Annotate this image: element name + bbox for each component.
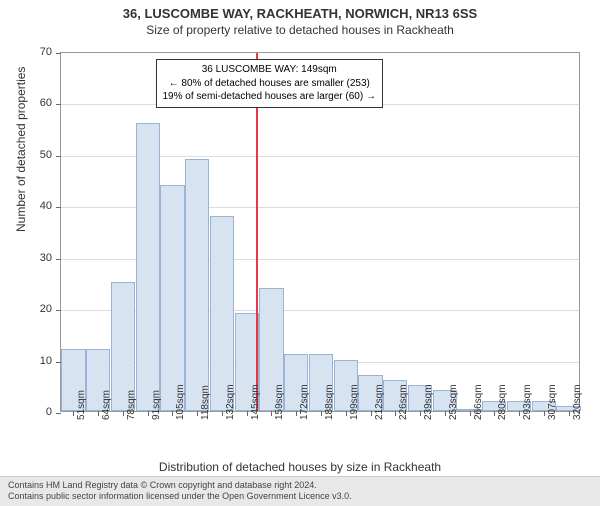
y-tick-label: 20 xyxy=(22,303,52,315)
annotation-line: 19% of semi-detached houses are larger (… xyxy=(163,90,376,104)
x-tick-label: 78sqm xyxy=(126,390,137,420)
y-tick-label: 40 xyxy=(22,200,52,212)
x-tick-label: 118sqm xyxy=(200,385,211,420)
x-tick-label: 91sqm xyxy=(151,390,162,420)
x-tick-label: 280sqm xyxy=(497,384,508,420)
y-tick-label: 60 xyxy=(22,97,52,109)
x-tick xyxy=(98,411,99,416)
x-tick xyxy=(296,411,297,416)
x-tick-label: 51sqm xyxy=(76,390,87,420)
footer-line-1: Contains HM Land Registry data © Crown c… xyxy=(8,480,592,492)
y-tick xyxy=(56,207,61,208)
x-tick xyxy=(519,411,520,416)
x-tick-label: 239sqm xyxy=(423,384,434,420)
x-tick xyxy=(494,411,495,416)
annotation-box: 36 LUSCOMBE WAY: 149sqm← 80% of detached… xyxy=(156,59,383,108)
y-tick-label: 0 xyxy=(22,406,52,418)
x-tick xyxy=(172,411,173,416)
y-tick xyxy=(56,413,61,414)
x-tick-label: 253sqm xyxy=(448,384,459,420)
page-subtitle: Size of property relative to detached ho… xyxy=(0,23,600,37)
x-tick-label: 64sqm xyxy=(101,390,112,420)
x-tick-label: 320sqm xyxy=(572,384,583,420)
x-tick-label: 105sqm xyxy=(175,384,186,420)
x-tick xyxy=(544,411,545,416)
y-tick-label: 30 xyxy=(22,252,52,264)
x-tick-label: 172sqm xyxy=(299,384,310,420)
y-tick-label: 70 xyxy=(22,46,52,58)
y-tick xyxy=(56,259,61,260)
x-tick xyxy=(247,411,248,416)
annotation-line: ← 80% of detached houses are smaller (25… xyxy=(163,77,376,91)
x-tick xyxy=(123,411,124,416)
x-tick-label: 159sqm xyxy=(274,384,285,420)
y-tick xyxy=(56,104,61,105)
footer-line-2: Contains public sector information licen… xyxy=(8,491,592,503)
x-tick xyxy=(346,411,347,416)
chart-area: 36 LUSCOMBE WAY: 149sqm← 80% of detached… xyxy=(60,52,580,412)
x-tick xyxy=(197,411,198,416)
x-tick xyxy=(420,411,421,416)
x-tick-label: 132sqm xyxy=(225,384,236,420)
histogram-bar xyxy=(210,216,234,411)
y-tick xyxy=(56,310,61,311)
y-tick xyxy=(56,156,61,157)
x-tick-label: 199sqm xyxy=(349,384,360,420)
y-tick xyxy=(56,53,61,54)
histogram-bar xyxy=(136,123,160,411)
x-tick-label: 266sqm xyxy=(473,384,484,420)
x-tick-label: 212sqm xyxy=(374,384,385,420)
x-tick xyxy=(148,411,149,416)
x-axis-label: Distribution of detached houses by size … xyxy=(0,460,600,474)
histogram-bar xyxy=(185,159,209,411)
x-tick xyxy=(395,411,396,416)
x-tick xyxy=(445,411,446,416)
y-tick-label: 50 xyxy=(22,149,52,161)
page-title: 36, LUSCOMBE WAY, RACKHEATH, NORWICH, NR… xyxy=(0,6,600,21)
footer: Contains HM Land Registry data © Crown c… xyxy=(0,476,600,506)
x-tick xyxy=(321,411,322,416)
annotation-line: 36 LUSCOMBE WAY: 149sqm xyxy=(163,63,376,77)
x-tick-label: 145sqm xyxy=(250,384,261,420)
x-tick xyxy=(73,411,74,416)
x-tick-label: 226sqm xyxy=(398,384,409,420)
x-tick-label: 188sqm xyxy=(324,384,335,420)
x-tick xyxy=(271,411,272,416)
x-tick xyxy=(569,411,570,416)
x-tick xyxy=(371,411,372,416)
plot-region: 36 LUSCOMBE WAY: 149sqm← 80% of detached… xyxy=(60,52,580,412)
x-tick-label: 307sqm xyxy=(547,384,558,420)
y-tick-label: 10 xyxy=(22,355,52,367)
x-tick xyxy=(470,411,471,416)
histogram-bar xyxy=(160,185,184,411)
x-tick xyxy=(222,411,223,416)
x-tick-label: 293sqm xyxy=(522,384,533,420)
